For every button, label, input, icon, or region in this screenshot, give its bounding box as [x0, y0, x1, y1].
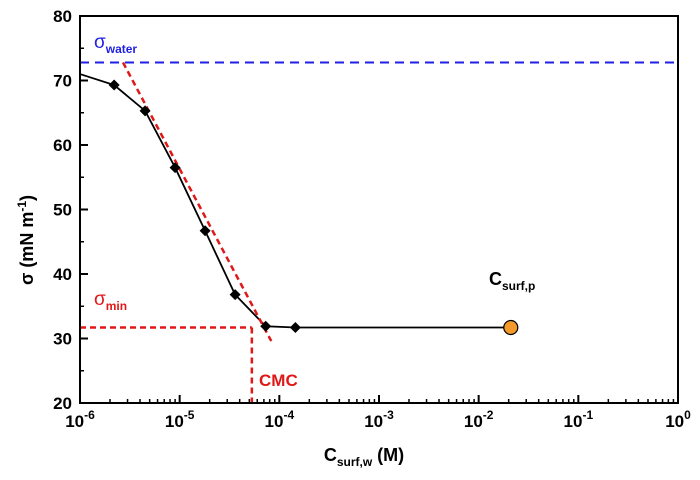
x-tick-label-1: 10-5: [165, 408, 195, 431]
x-axis-label-main: C: [324, 445, 337, 465]
data-point-5: [260, 320, 272, 332]
plot-frame: [79, 15, 679, 404]
sigma-min-main: σ: [94, 289, 106, 310]
x-tick-label-6: 100: [665, 408, 691, 431]
data-markers: [108, 79, 519, 336]
x-tick-label-exp: -5: [184, 408, 195, 422]
data-point-3: [199, 225, 211, 237]
x-tick-label-exp: 0: [684, 408, 691, 422]
x-tick-label-exp: -2: [483, 408, 494, 422]
x-tick-label-base: 10: [464, 412, 483, 431]
y-axis-label-rest: ): [17, 195, 37, 201]
y-axis-ticks: 20 30 40 50 60 70 80: [53, 7, 88, 413]
sigma-min-annotation: σmin: [94, 289, 127, 313]
x-tick-label-3: 10-3: [364, 408, 394, 431]
data-point-2: [169, 162, 181, 174]
sigma-min-sub: min: [106, 299, 127, 313]
linear-fit-line: [121, 61, 273, 342]
x-tick-label-base: 10: [265, 412, 284, 431]
y-tick-label-5: 70: [53, 72, 72, 91]
data-point-0: [108, 79, 120, 91]
x-axis-label-sub: surf,w: [337, 455, 373, 469]
x-tick-label-base: 10: [564, 412, 583, 431]
x-tick-label-base: 10: [165, 412, 184, 431]
sigma-water-main: σ: [94, 32, 106, 53]
y-tick-label-4: 60: [53, 136, 72, 155]
c-surf-p-sub: surf,p: [502, 279, 535, 293]
x-tick-label-base: 10: [364, 412, 383, 431]
sigma-water-annotation: σwater: [94, 32, 137, 56]
y-tick-label-1: 30: [53, 330, 72, 349]
sigma-water-sub: water: [105, 42, 138, 56]
c-surf-p-annotation: Csurf,p: [489, 269, 535, 293]
c-surf-p-point: [503, 319, 519, 336]
x-tick-label-5: 10-1: [564, 408, 594, 431]
x-tick-label-base: 10: [665, 412, 684, 431]
x-tick-label-exp: -4: [283, 408, 294, 422]
x-axis-ticks: 10-6 10-5 10-4 10-3 10-2 10-1 100: [65, 395, 691, 431]
y-axis-label: σ (mN m-1): [15, 195, 37, 285]
cmc-annotation: CMC: [259, 371, 298, 390]
y-axis-label-sup: -1: [15, 201, 29, 212]
c-surf-p-main: C: [489, 269, 502, 289]
x-tick-label-0: 10-6: [65, 408, 95, 431]
plot-content: [79, 61, 678, 403]
y-tick-label-2: 40: [53, 265, 72, 284]
data-point-1: [139, 105, 151, 117]
x-tick-label-exp: -6: [84, 408, 95, 422]
data-point-4: [229, 289, 241, 301]
x-tick-label-base: 10: [65, 412, 84, 431]
x-axis-label-rest: (M): [372, 445, 404, 465]
y-axis-label-main: σ (mN m: [17, 212, 37, 285]
x-tick-label-2: 10-4: [265, 408, 295, 431]
y-tick-label-0: 20: [53, 394, 72, 413]
data-point-6: [289, 322, 301, 334]
x-tick-label-exp: -1: [582, 408, 593, 422]
y-tick-label-3: 50: [53, 201, 72, 220]
x-axis-label: Csurf,w (M): [324, 445, 404, 469]
x-tick-label-4: 10-2: [464, 408, 494, 431]
x-tick-label-exp: -3: [383, 408, 394, 422]
y-tick-label-6: 80: [53, 7, 72, 26]
